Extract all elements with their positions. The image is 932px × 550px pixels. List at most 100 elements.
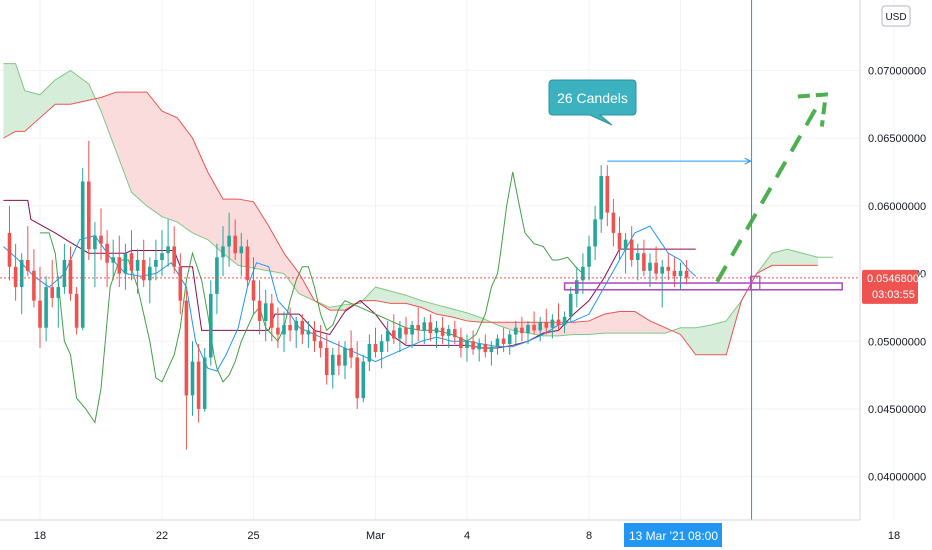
cloud-segment xyxy=(602,314,605,334)
candle xyxy=(93,222,97,288)
crosshair-time-label: 13 Mar '21 08:00 xyxy=(624,523,722,547)
candle xyxy=(520,316,524,342)
cloud-segment xyxy=(73,72,76,104)
cloud-segment xyxy=(471,314,474,322)
cloud-segment xyxy=(46,87,49,113)
cloud-segment xyxy=(389,290,392,304)
projection-line[interactable] xyxy=(715,100,822,283)
cloud-segment xyxy=(285,255,288,278)
cloud-segment xyxy=(81,78,84,102)
cloud-segment xyxy=(409,296,411,305)
cloud-segment xyxy=(377,287,379,302)
cloud-segment xyxy=(636,312,639,334)
cloud-segment xyxy=(177,117,180,224)
cloud-segment xyxy=(32,92,35,125)
cloud-segment xyxy=(808,254,811,266)
cloud-segment xyxy=(691,327,694,351)
support-box[interactable] xyxy=(563,282,843,291)
cloud-segment xyxy=(113,92,116,148)
cloud-segment xyxy=(218,190,221,251)
candle xyxy=(654,246,658,281)
cloud-segment xyxy=(242,199,245,267)
span-b-line xyxy=(3,91,818,356)
cloud-segment xyxy=(508,322,511,330)
cloud-segment xyxy=(773,252,776,266)
candle xyxy=(459,327,463,358)
cloud-segment xyxy=(724,320,727,355)
cloud-segment xyxy=(183,125,186,228)
cloud-segment xyxy=(473,314,476,322)
candle xyxy=(270,293,274,342)
cloud-segment xyxy=(137,92,140,200)
candle xyxy=(245,239,250,288)
cloud-segment xyxy=(439,305,442,315)
cloud-segment xyxy=(683,327,686,341)
cloud-segment xyxy=(689,327,692,349)
cloud-segment xyxy=(502,322,504,328)
cloud-segment xyxy=(197,148,199,236)
cloud-segment xyxy=(15,63,18,132)
cloud-segment xyxy=(412,297,415,306)
cloud-segment xyxy=(500,322,503,327)
cloud-segment xyxy=(122,92,125,172)
currency-button[interactable]: USD xyxy=(881,5,911,27)
cloud-segment xyxy=(158,107,161,216)
cloud-segment xyxy=(553,322,556,336)
small-box[interactable] xyxy=(750,275,761,291)
cloud-segment xyxy=(157,105,160,215)
cloud-segment xyxy=(776,251,779,266)
candle xyxy=(44,276,48,342)
cloud-segment xyxy=(726,318,729,355)
cloud-segment xyxy=(787,249,790,266)
cloud-segment xyxy=(131,92,134,194)
candle xyxy=(367,334,372,372)
candle xyxy=(434,320,439,349)
cloud-segment xyxy=(610,312,613,334)
candle xyxy=(184,289,189,450)
cloud-segment xyxy=(175,117,178,223)
cloud-segment xyxy=(442,306,445,316)
cloud-segment xyxy=(256,206,259,269)
cloud-segment xyxy=(576,321,579,335)
cloud-segment xyxy=(33,93,36,124)
candle xyxy=(568,287,573,321)
cloud-segment xyxy=(709,325,712,355)
cloud-segment xyxy=(704,325,707,355)
callout-text: 26 Candels xyxy=(557,90,628,106)
cloud-segment xyxy=(807,254,809,266)
y-tick-label: 0.05000000 xyxy=(868,336,926,348)
cloud-segment xyxy=(611,312,614,334)
cloud-segment xyxy=(598,316,601,334)
cloud-segment xyxy=(126,92,129,185)
callout-26-candels[interactable]: 26 Candels xyxy=(548,79,637,126)
cloud-segment xyxy=(213,182,216,247)
cloud-segment xyxy=(422,301,425,309)
candle xyxy=(593,205,597,260)
cloud-segment xyxy=(160,109,163,217)
candle xyxy=(416,307,420,342)
candle xyxy=(239,232,244,277)
cloud-segment xyxy=(273,234,276,272)
cloud-segment xyxy=(678,327,681,335)
cloud-segment xyxy=(506,322,509,329)
arrow-head xyxy=(744,157,752,165)
candle xyxy=(50,260,54,308)
cloud-segment xyxy=(104,95,106,124)
cloud-segment xyxy=(677,328,680,334)
cloud-segment xyxy=(18,72,21,132)
cloud-segment xyxy=(55,78,58,105)
cloud-segment xyxy=(21,81,24,132)
candle xyxy=(227,212,231,267)
cloud-segment xyxy=(200,155,203,237)
candle xyxy=(477,338,481,362)
candle xyxy=(13,243,18,301)
cloud-segment xyxy=(30,92,33,126)
cloud-segment xyxy=(425,301,428,311)
cloud-segment xyxy=(575,322,578,335)
cloud-segment xyxy=(634,311,637,334)
cloud-segment xyxy=(416,299,419,307)
cloud-segment xyxy=(258,209,260,270)
cloud-segment xyxy=(370,290,373,301)
cloud-segment xyxy=(236,199,239,266)
